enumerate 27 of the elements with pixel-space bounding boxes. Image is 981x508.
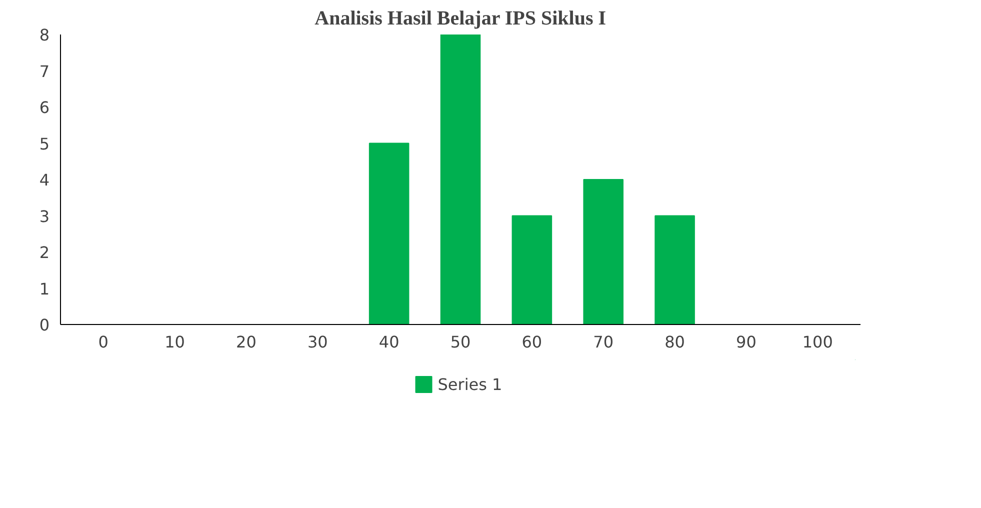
x-tick-label: 100 — [802, 332, 833, 352]
x-tick-label: 30 — [307, 332, 328, 352]
y-tick-label: 3 — [39, 206, 50, 226]
y-tick-label: 1 — [39, 279, 50, 298]
chart-title: Analisis Hasil Belajar IPS Siklus I — [314, 8, 606, 30]
x-tick-label: 60 — [522, 332, 542, 352]
y-tick-label: 8 — [39, 26, 50, 44]
bar — [440, 34, 481, 324]
y-tick-label: 0 — [39, 316, 50, 334]
x-tick-label: 80 — [664, 332, 685, 352]
x-tick-label: 0 — [98, 332, 108, 352]
y-tick-label: 4 — [39, 170, 50, 190]
legend-label: Series 1 — [438, 374, 502, 394]
x-tick-label: 90 — [736, 332, 756, 352]
x-tick-label: 50 — [450, 332, 471, 352]
bar — [368, 142, 410, 324]
bar — [512, 215, 552, 324]
y-tick-label: 6 — [39, 98, 50, 117]
x-tick-label: 40 — [378, 332, 400, 352]
y-tick-label: 2 — [39, 243, 50, 262]
y-tick-label: 7 — [39, 62, 50, 81]
x-tick-label: 20 — [236, 332, 256, 352]
y-tick-label: 5 — [39, 134, 50, 154]
bar — [654, 215, 695, 324]
x-tick-label: 70 — [593, 332, 614, 352]
x-tick-label: 10 — [164, 332, 185, 352]
bar — [583, 179, 624, 324]
